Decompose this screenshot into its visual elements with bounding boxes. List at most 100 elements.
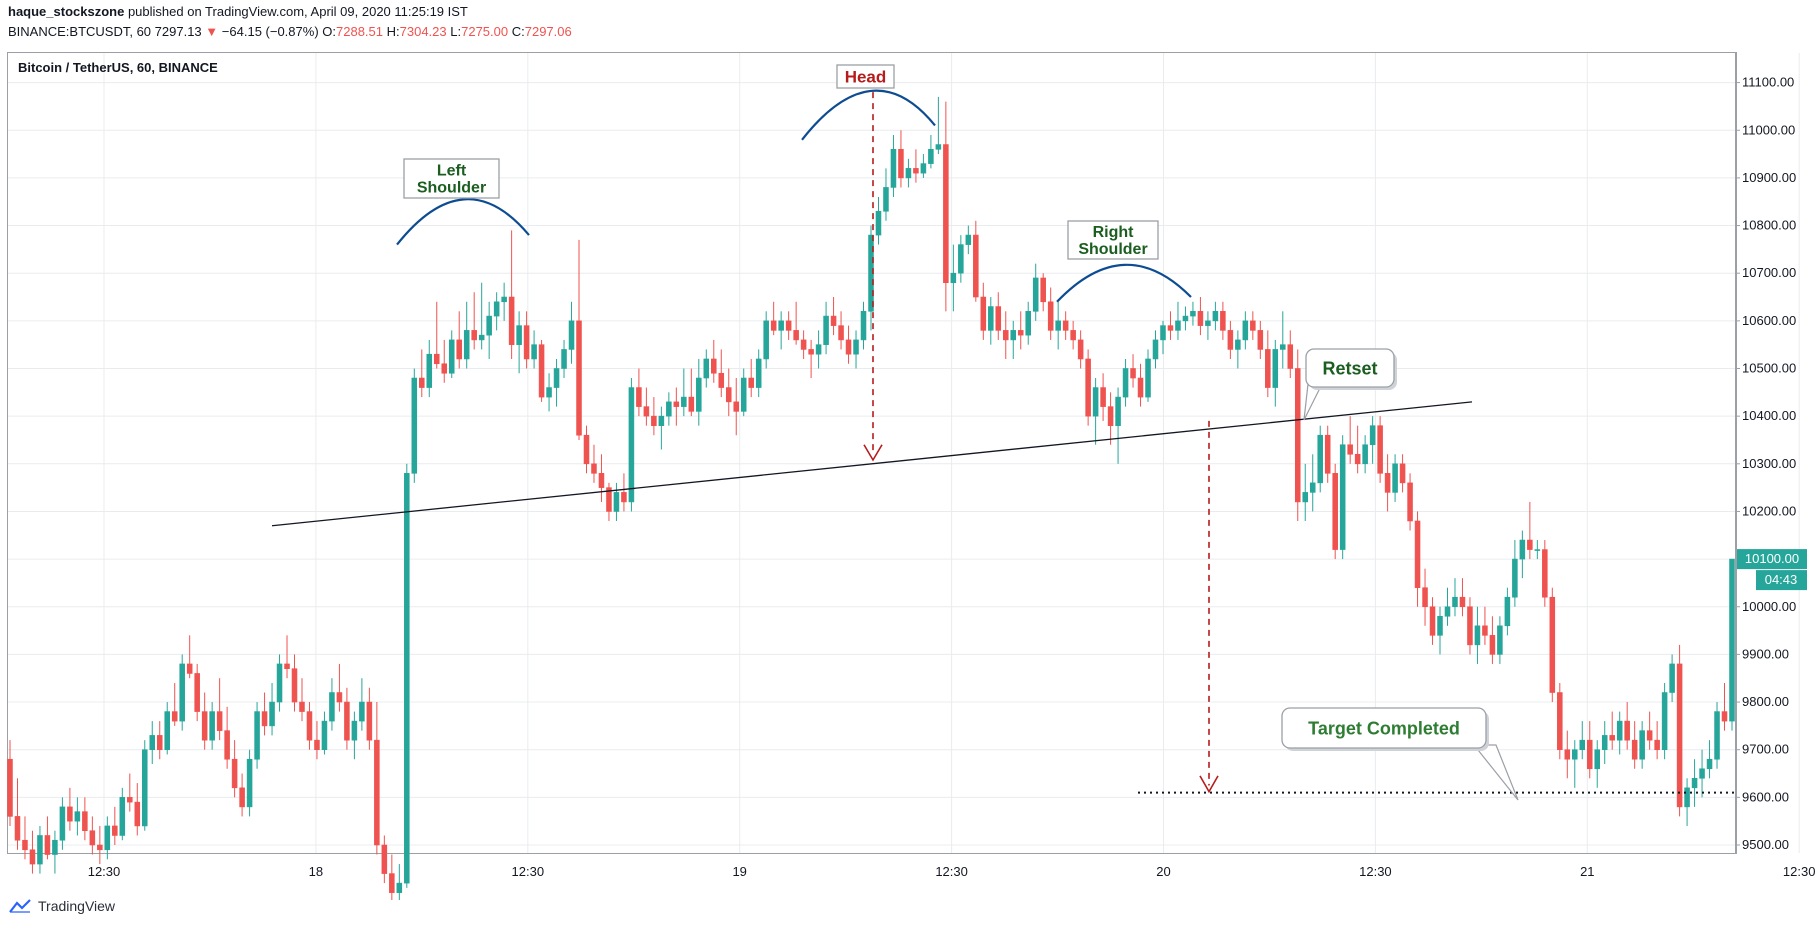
published-text: published on TradingView.com, April 09, … <box>127 4 468 19</box>
candle <box>1242 311 1249 350</box>
candle <box>1100 373 1106 421</box>
candle <box>29 830 36 874</box>
candle <box>1437 606 1443 655</box>
candle-body <box>1040 277 1046 303</box>
candle-body <box>1130 368 1136 379</box>
candle-body <box>890 149 897 188</box>
candle-body <box>591 463 597 474</box>
candle <box>845 325 852 364</box>
candle <box>1347 416 1353 464</box>
candle <box>186 635 193 679</box>
candle-body <box>359 701 365 722</box>
candle <box>1654 721 1660 760</box>
chart-frame <box>7 52 1736 854</box>
candle-body <box>1534 549 1541 551</box>
candle <box>374 702 380 855</box>
candle-body <box>1572 749 1578 760</box>
candle <box>748 358 754 398</box>
candle <box>1212 301 1219 331</box>
candle <box>1339 435 1346 560</box>
candle-body <box>666 401 672 417</box>
candle-body <box>875 210 882 236</box>
candle <box>568 301 575 364</box>
candle-body <box>37 835 43 865</box>
candle-body <box>696 377 702 412</box>
candle-body <box>1414 520 1421 588</box>
y-tick-label: 9700.00 <box>1742 742 1789 757</box>
candle <box>37 825 43 874</box>
tradingview-logo-icon <box>9 899 31 913</box>
y-tick-label: 10800.00 <box>1742 218 1796 233</box>
open-label: O: <box>322 24 337 39</box>
candle-body <box>344 701 350 741</box>
candle <box>965 225 972 255</box>
candle-body <box>1272 349 1279 388</box>
candle <box>284 635 290 679</box>
candle-body <box>770 320 777 331</box>
candle <box>898 130 904 188</box>
candle <box>651 397 657 436</box>
candle-body <box>112 825 118 836</box>
candle-body <box>860 311 867 341</box>
candle <box>1220 301 1226 340</box>
candle-body <box>186 663 193 674</box>
candle-body <box>1601 735 1608 751</box>
price-chart[interactable]: HeadLeftShoulderRightShoulderRetsetTarge… <box>0 0 1816 900</box>
candle-body <box>224 730 230 760</box>
candle-body <box>1586 739 1593 770</box>
candle-body <box>1047 301 1054 331</box>
candle-body <box>1197 311 1204 326</box>
candle <box>448 330 455 379</box>
candle <box>1601 721 1608 764</box>
candle-body <box>516 325 522 345</box>
candle <box>890 135 897 197</box>
candle-body <box>141 749 148 827</box>
candle <box>1280 311 1286 369</box>
author-name[interactable]: haque_stockszone <box>8 4 125 19</box>
candle-body <box>419 377 425 388</box>
candle-body <box>1564 749 1571 760</box>
candle-body <box>1579 739 1586 750</box>
candle-body <box>628 387 635 503</box>
candle-body <box>239 787 245 808</box>
candle <box>82 797 88 841</box>
candle <box>658 406 665 450</box>
candle-body <box>119 797 126 836</box>
price-axis-border <box>1736 52 1737 854</box>
candle <box>875 196 882 245</box>
candle <box>1250 311 1256 340</box>
candle <box>1534 540 1541 560</box>
candle-body <box>1145 358 1151 398</box>
candle-body <box>583 434 590 465</box>
candle <box>561 339 567 379</box>
candle <box>853 330 859 369</box>
candle-body <box>104 825 111 851</box>
candle-body <box>374 739 380 846</box>
candle <box>988 297 994 345</box>
y-tick-label: 10200.00 <box>1742 503 1796 518</box>
tradingview-brand[interactable]: TradingView <box>8 898 115 914</box>
candle-body <box>67 806 73 822</box>
candle <box>433 301 440 369</box>
x-tick-label: 12:30 <box>1783 864 1816 879</box>
left-shoulder-arc <box>396 198 530 246</box>
candle <box>1324 425 1331 483</box>
y-tick-label: 9600.00 <box>1742 789 1789 804</box>
candle <box>1594 740 1601 788</box>
candle <box>164 702 170 755</box>
candle-body <box>1085 358 1091 417</box>
candle-body <box>531 344 537 360</box>
candle <box>1182 306 1189 331</box>
candle-body <box>1369 425 1376 446</box>
candle-body <box>1377 425 1383 474</box>
candle <box>785 311 792 340</box>
candle <box>344 687 350 750</box>
candle <box>59 797 66 850</box>
candle <box>1676 644 1683 817</box>
candle-body <box>1684 787 1690 808</box>
candle <box>389 854 395 900</box>
candle-body <box>778 320 784 331</box>
candle <box>493 292 500 331</box>
candle <box>1167 311 1174 340</box>
